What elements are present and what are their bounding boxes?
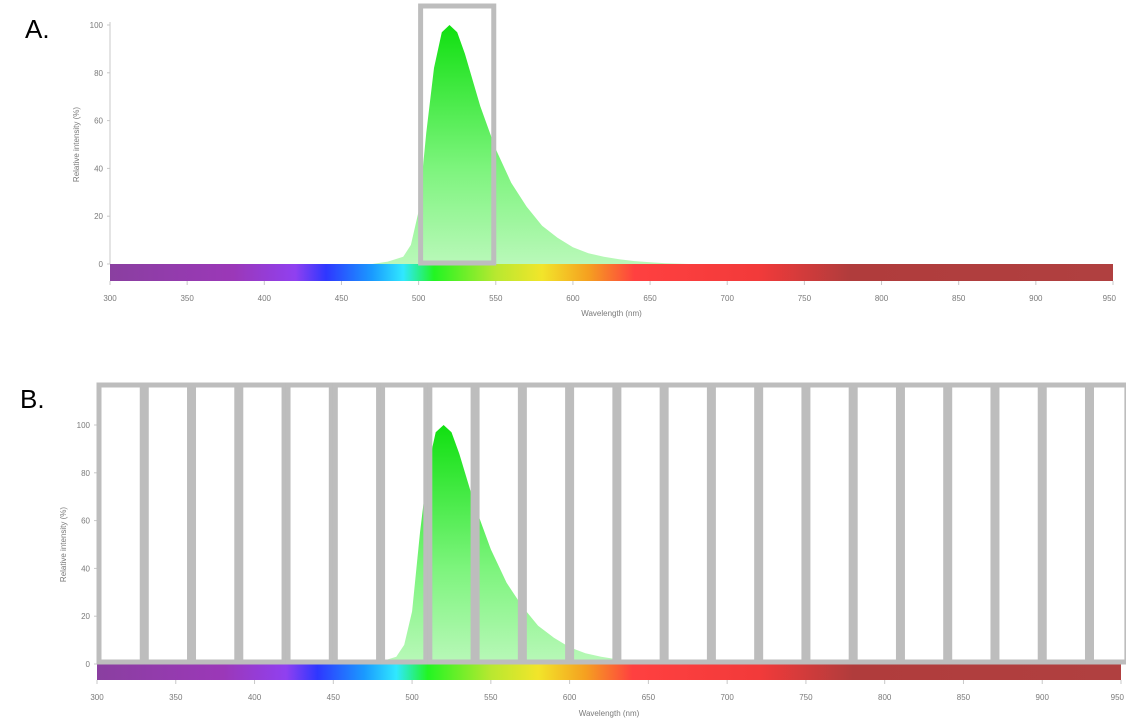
detection-window-box xyxy=(616,382,665,665)
y-tick-label: 20 xyxy=(81,612,90,621)
detection-window-box xyxy=(852,382,901,665)
panel-label-a: A. xyxy=(25,14,50,44)
x-axis-title: Wavelength (nm) xyxy=(581,309,642,318)
y-tick-label: 0 xyxy=(99,260,104,269)
detection-window-box xyxy=(899,382,949,665)
y-tick-label: 60 xyxy=(94,117,103,126)
x-tick-label: 700 xyxy=(720,693,734,702)
x-tick-label: 850 xyxy=(957,693,971,702)
detection-window-box xyxy=(710,382,760,665)
wavelength-color-bar xyxy=(97,664,1121,680)
x-tick-label: 450 xyxy=(327,693,341,702)
emission-curve-area xyxy=(364,425,688,664)
y-tick-label: 40 xyxy=(94,164,103,173)
detection-window-box xyxy=(947,382,996,665)
y-tick-label: 0 xyxy=(86,660,91,669)
x-tick-label: 450 xyxy=(335,294,349,303)
x-tick-label: 950 xyxy=(1103,294,1117,303)
x-tick-label: 900 xyxy=(1036,693,1050,702)
x-tick-label: 600 xyxy=(563,693,577,702)
detection-window-box xyxy=(521,382,571,665)
y-axis-title: Relative intensity (%) xyxy=(59,507,68,582)
y-tick-label: 20 xyxy=(94,212,103,221)
x-tick-label: 400 xyxy=(258,294,272,303)
emission-curve-area xyxy=(372,25,689,264)
x-tick-label: 900 xyxy=(1029,294,1043,303)
x-tick-label: 850 xyxy=(952,294,966,303)
detection-window-box xyxy=(663,382,712,665)
x-tick-label: 750 xyxy=(799,693,813,702)
y-tick-label: 80 xyxy=(81,469,90,478)
emission-spectrum-chart-b: 0 20 40 60 80 100 Relative intensity (%) 300 350… xyxy=(59,382,1126,718)
detection-window-box xyxy=(238,382,287,665)
x-tick-label: 700 xyxy=(721,294,735,303)
detection-window-box xyxy=(191,382,240,665)
x-tick-label: 500 xyxy=(412,294,426,303)
detection-window-box xyxy=(1041,382,1090,665)
panel-label-b: B. xyxy=(20,384,45,414)
detection-window-box xyxy=(1088,382,1126,665)
detection-window-box xyxy=(332,382,382,665)
y-tick-label: 100 xyxy=(77,421,91,430)
x-tick-label: 350 xyxy=(180,294,194,303)
detection-window-box xyxy=(96,382,145,665)
x-tick-label: 650 xyxy=(643,294,657,303)
x-tick-label: 950 xyxy=(1111,693,1125,702)
y-tick-label: 80 xyxy=(94,69,103,78)
x-tick-label: 800 xyxy=(878,693,892,702)
y-tick-label: 40 xyxy=(81,564,90,573)
x-tick-label: 500 xyxy=(405,693,419,702)
y-tick-label: 100 xyxy=(90,21,104,30)
y-axis-title: Relative intensity (%) xyxy=(72,107,81,182)
detection-window-box xyxy=(418,3,497,266)
detection-window-box xyxy=(143,382,193,665)
x-tick-label: 650 xyxy=(642,693,656,702)
x-tick-label: 750 xyxy=(798,294,812,303)
detection-window-box xyxy=(758,382,807,665)
x-tick-label: 400 xyxy=(248,693,262,702)
y-tick-label: 60 xyxy=(81,517,90,526)
x-tick-label: 550 xyxy=(489,294,503,303)
wavelength-color-bar xyxy=(110,264,1113,281)
x-tick-label: 550 xyxy=(484,693,498,702)
detection-window-box xyxy=(285,382,334,665)
detection-window-box xyxy=(569,382,618,665)
detection-window-box xyxy=(805,382,854,665)
detection-window-box xyxy=(380,382,429,665)
x-tick-label: 300 xyxy=(103,294,117,303)
emission-spectrum-chart-a: 0 20 40 60 80 100 Relative intensity (%) 300 350… xyxy=(72,3,1117,318)
x-tick-label: 800 xyxy=(875,294,889,303)
x-tick-label: 600 xyxy=(566,294,580,303)
detection-window-box xyxy=(427,382,476,665)
x-tick-label: 350 xyxy=(169,693,183,702)
x-tick-label: 300 xyxy=(90,693,104,702)
detection-window-box xyxy=(474,382,523,665)
x-axis-title: Wavelength (nm) xyxy=(579,709,640,718)
detection-window-box xyxy=(994,382,1043,665)
